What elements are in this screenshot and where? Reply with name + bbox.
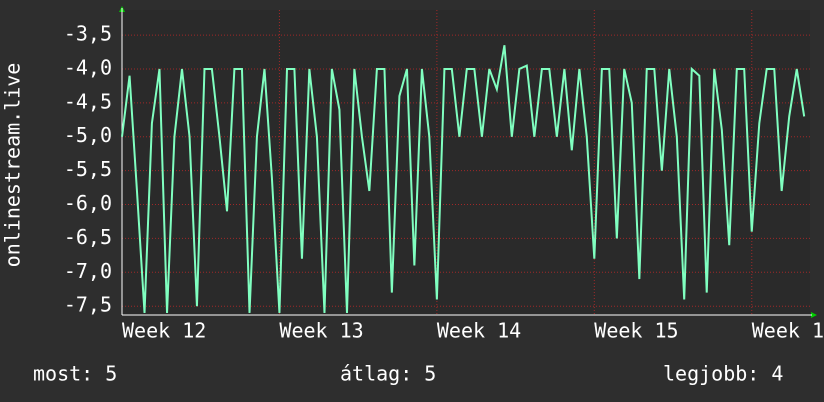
x-tick-label: Week 14 <box>437 319 521 343</box>
data-line <box>121 45 806 314</box>
plot-area <box>122 10 810 315</box>
y-tick-label: -4,0 <box>64 55 112 79</box>
y-tick-label: -7,0 <box>64 259 112 283</box>
y-tick-label: -4,5 <box>64 89 112 113</box>
stat-current: most: 5 <box>33 362 117 386</box>
x-tick-label: Week 12 <box>122 319 206 343</box>
y-tick-label: -7,5 <box>64 293 112 317</box>
stat-average: átlag: 5 <box>340 362 436 386</box>
stat-best: legjobb: 4 <box>663 362 783 386</box>
x-tick-label: Week 13 <box>279 319 363 343</box>
y-axis-label: onlinestream.live <box>1 63 25 268</box>
y-tick-label: -6,5 <box>64 225 112 249</box>
y-tick-label: -5,0 <box>64 123 112 147</box>
y-tick-label: -5,5 <box>64 157 112 181</box>
x-tick-label: Week 15 <box>594 319 678 343</box>
y-tick-label: -6,0 <box>64 191 112 215</box>
axis-arrow <box>811 312 817 318</box>
y-tick-label: -3,5 <box>64 22 112 46</box>
x-tick-label: Week 16 <box>752 319 824 343</box>
